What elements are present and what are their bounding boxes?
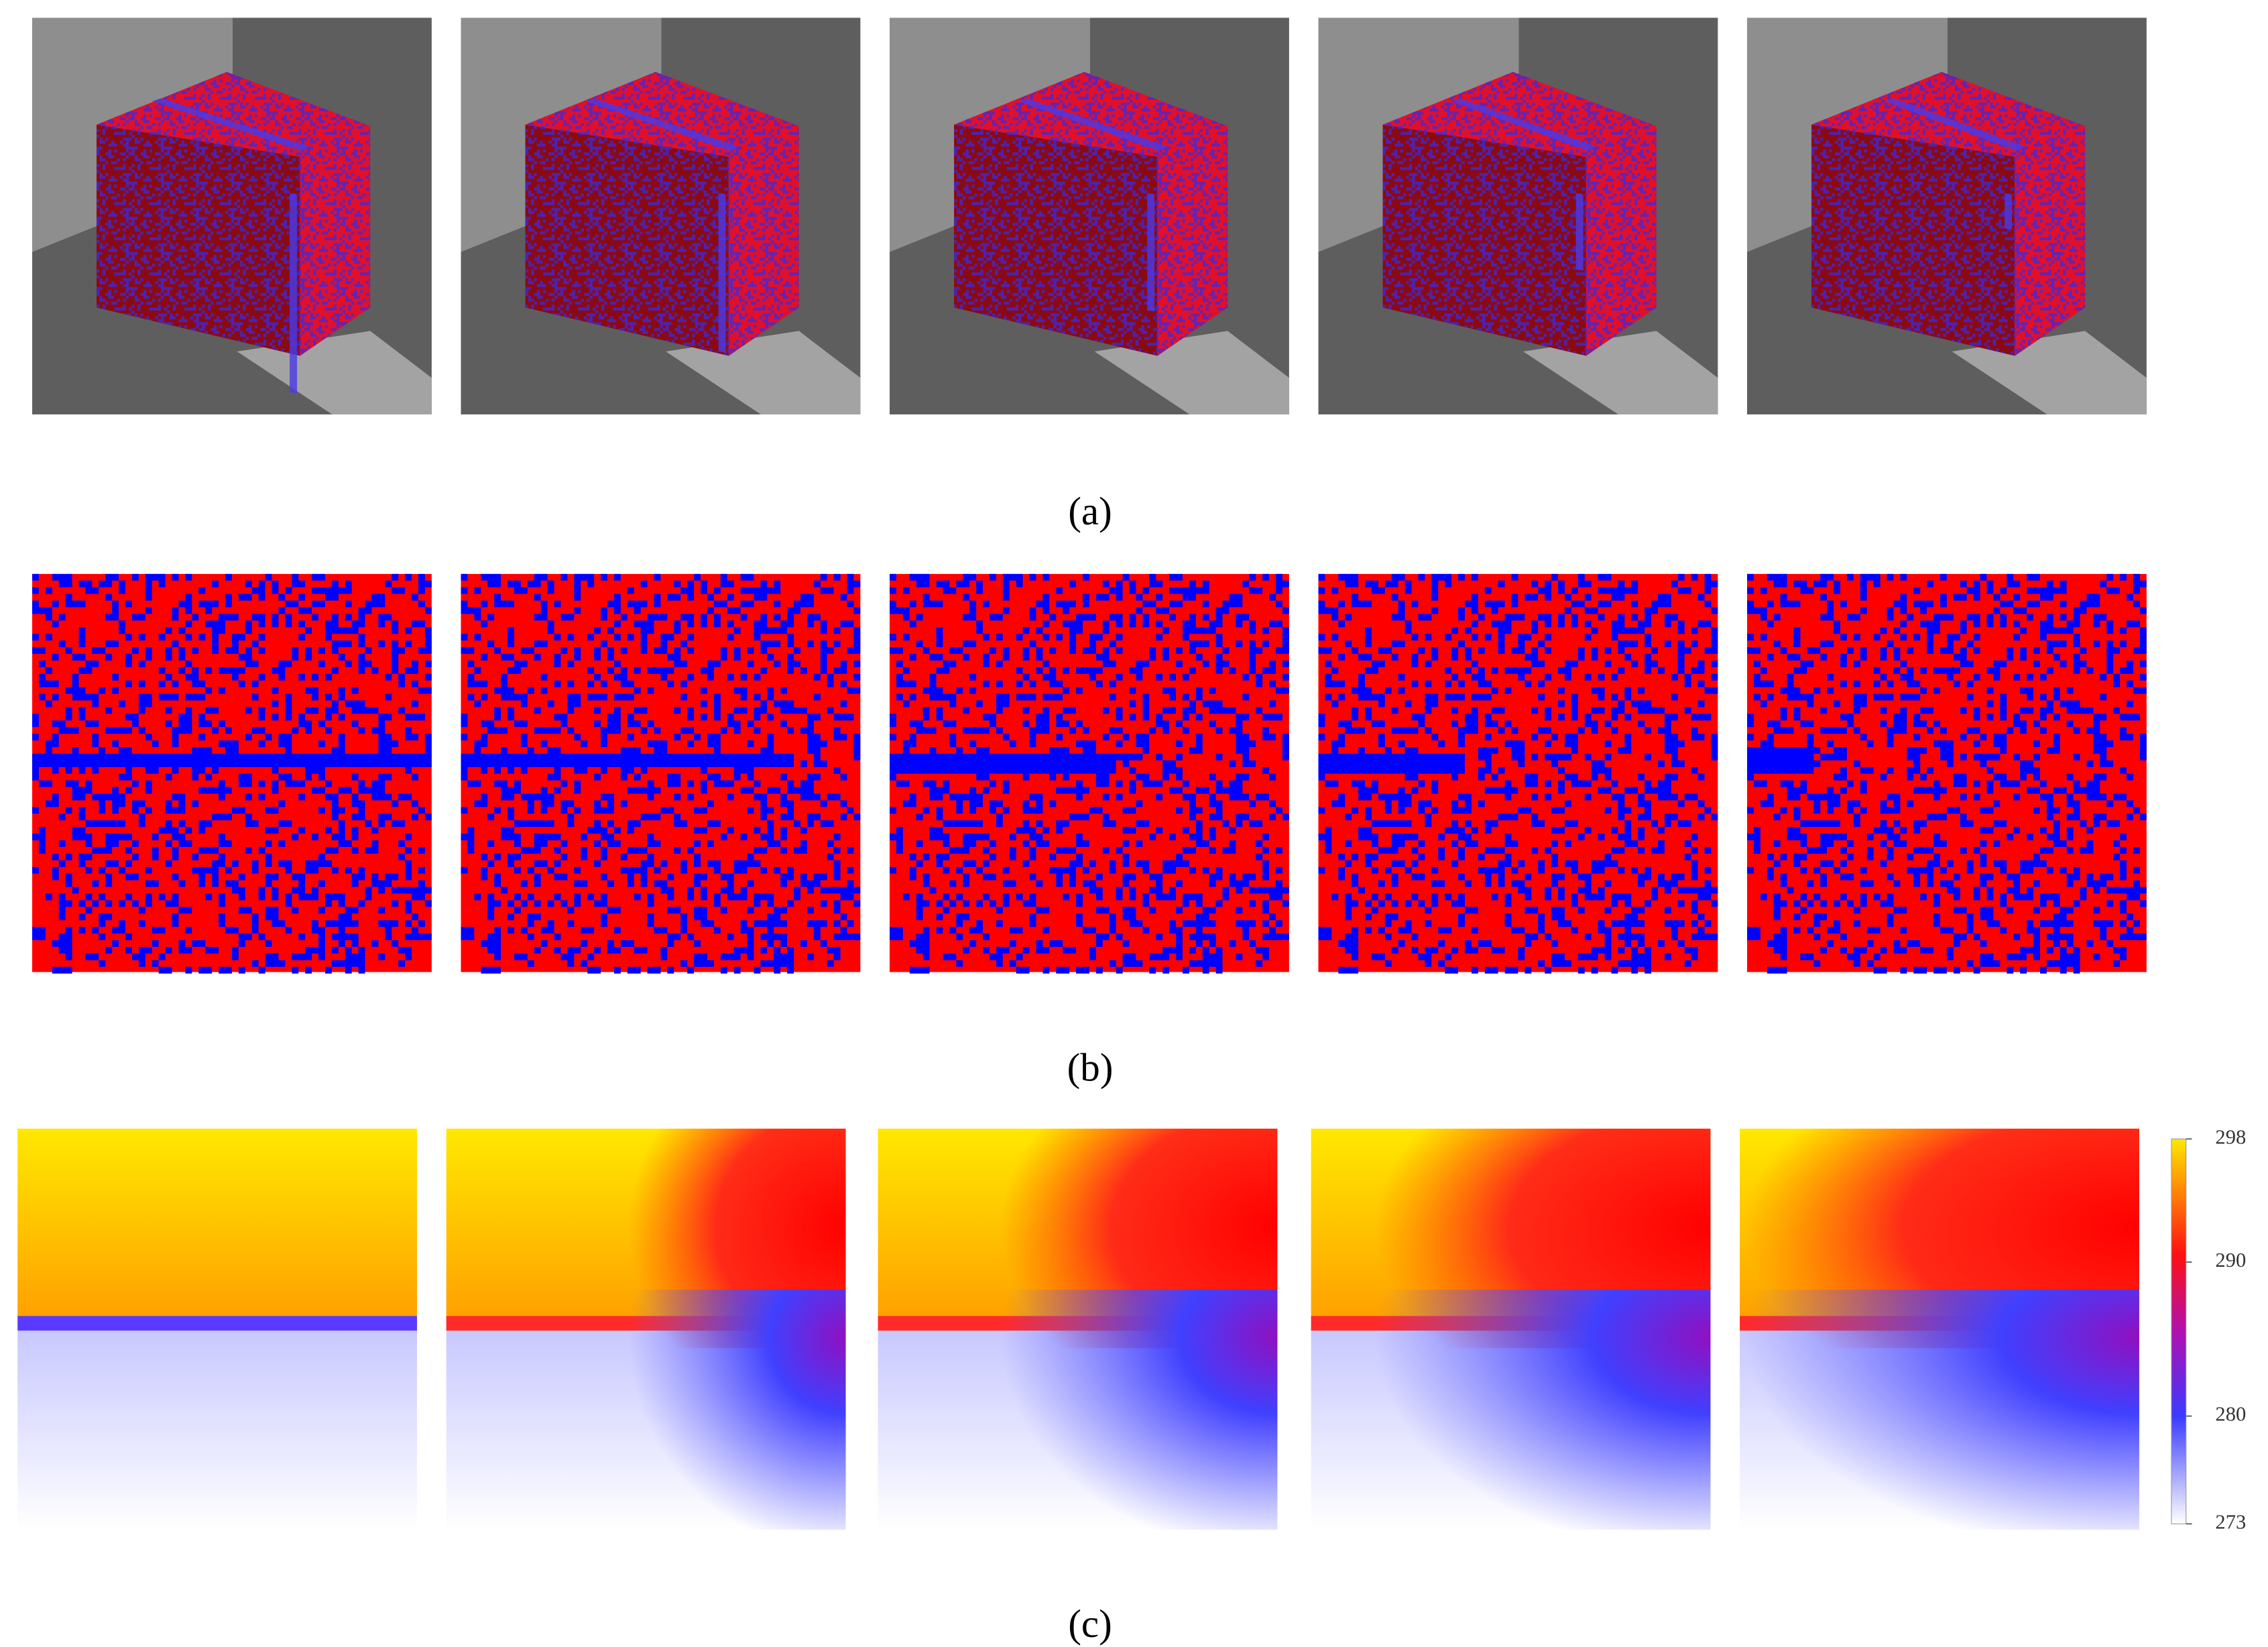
cells bbox=[461, 573, 861, 974]
cube-noise bbox=[728, 126, 799, 356]
cube-panel bbox=[461, 17, 861, 414]
colorbar bbox=[2171, 1138, 2187, 1524]
cells bbox=[890, 573, 1289, 974]
crack bbox=[718, 193, 726, 353]
cube-noise bbox=[1586, 126, 1657, 356]
panel-label: (b) bbox=[1067, 1045, 1114, 1089]
crack bbox=[1575, 193, 1584, 271]
cube-noise bbox=[1382, 124, 1586, 356]
crack bbox=[1018, 98, 1168, 152]
crack bbox=[152, 98, 310, 152]
grid-panel bbox=[461, 573, 861, 974]
colorbar-tick-label: 298 bbox=[2215, 1125, 2246, 1148]
interface bbox=[17, 1316, 418, 1331]
cube-panel bbox=[32, 17, 432, 414]
cube-panel bbox=[1747, 17, 2147, 414]
crack bbox=[585, 98, 739, 152]
blue-blob bbox=[970, 1290, 1278, 1530]
crack bbox=[1451, 98, 1597, 152]
cells bbox=[32, 573, 432, 974]
heatmap-panel bbox=[17, 1129, 418, 1530]
grid-panel bbox=[1318, 573, 1718, 974]
cold-region bbox=[17, 1330, 418, 1530]
colorbar-tick-label: 280 bbox=[2215, 1403, 2246, 1426]
cube-noise bbox=[1382, 72, 1657, 157]
cube-noise bbox=[525, 124, 729, 356]
heatmap-panel bbox=[446, 1129, 846, 1530]
panel-label: (a) bbox=[1068, 489, 1112, 533]
cube-noise bbox=[954, 124, 1158, 356]
crack bbox=[1147, 193, 1155, 312]
blue-blob bbox=[1700, 1290, 2139, 1530]
hot-region bbox=[17, 1129, 418, 1319]
colorbar-tick-label: 290 bbox=[2215, 1249, 2246, 1271]
crack bbox=[290, 193, 298, 394]
heatmap-panel bbox=[1311, 1129, 1711, 1530]
cube-noise bbox=[1157, 126, 1228, 356]
cube-noise bbox=[525, 72, 799, 157]
cube-noise bbox=[97, 124, 300, 356]
cube-noise bbox=[954, 72, 1228, 157]
heatmap-panel bbox=[1700, 1129, 2139, 1530]
cube-noise bbox=[1811, 72, 2086, 157]
heatmap-panel bbox=[878, 1129, 1278, 1530]
cube-noise bbox=[2015, 126, 2086, 356]
cells bbox=[1318, 573, 1718, 974]
cube-noise bbox=[97, 72, 371, 157]
blue-blob bbox=[604, 1290, 846, 1530]
cube-noise bbox=[300, 126, 371, 356]
cube-noise bbox=[1811, 124, 2015, 356]
blue-blob bbox=[1337, 1290, 1711, 1530]
panel-label: (c) bbox=[1068, 1601, 1112, 1646]
cube-panel bbox=[1318, 17, 1718, 414]
cells bbox=[1747, 573, 2147, 974]
grid-panel bbox=[32, 573, 432, 974]
colorbar-tick-label: 273 bbox=[2215, 1510, 2246, 1533]
grid-panel bbox=[1747, 573, 2147, 974]
crack bbox=[2005, 193, 2013, 230]
crack bbox=[1885, 98, 2025, 152]
grid-panel bbox=[890, 573, 1289, 974]
cube-panel bbox=[890, 17, 1289, 414]
